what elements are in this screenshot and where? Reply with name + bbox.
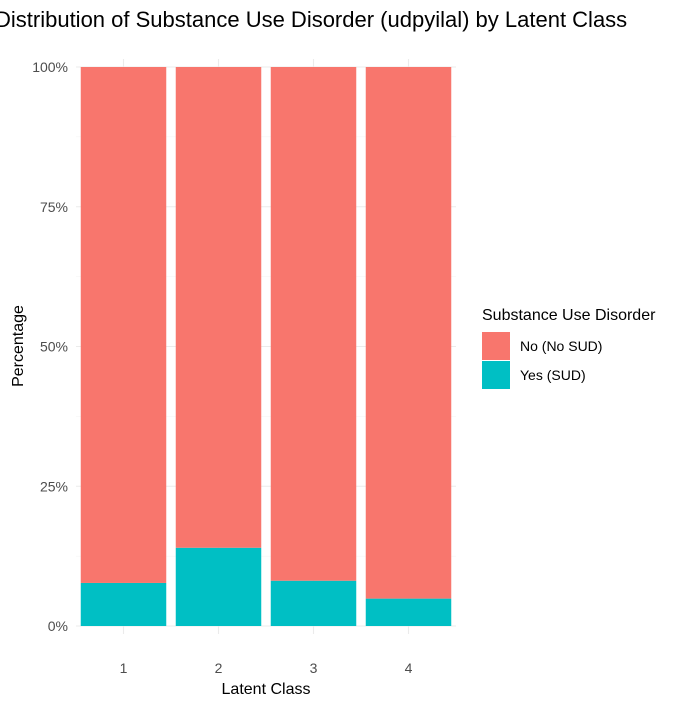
x-axis-title: Latent Class bbox=[222, 681, 311, 698]
y-axis-title: Percentage bbox=[10, 305, 27, 387]
y-tick-label: 0% bbox=[48, 618, 68, 634]
legend: Substance Use Disorder No (No SUD) Yes (S… bbox=[482, 307, 656, 389]
x-tick-label: 3 bbox=[310, 660, 318, 676]
y-axis-ticks: 0% 25% 50% 75% 100% bbox=[32, 59, 68, 634]
y-tick-label: 100% bbox=[32, 59, 68, 75]
legend-title: Substance Use Disorder bbox=[482, 307, 656, 324]
legend-label-yes-sud: Yes (SUD) bbox=[520, 367, 586, 383]
legend-items: No (No SUD) Yes (SUD) bbox=[482, 332, 602, 389]
bar-yes-sud-class-4 bbox=[365, 598, 452, 626]
chart-title: Distribution of Substance Use Disorder (… bbox=[0, 7, 627, 32]
bar-yes-sud-class-1 bbox=[80, 582, 167, 626]
x-axis-ticks: 1 2 3 4 bbox=[120, 660, 413, 676]
y-tick-label: 50% bbox=[40, 339, 68, 355]
bar-no-no-sud-class-3 bbox=[270, 67, 357, 581]
x-tick-label: 1 bbox=[120, 660, 128, 676]
bar-yes-sud-class-2 bbox=[175, 547, 262, 626]
bar-no-no-sud-class-2 bbox=[175, 67, 262, 548]
x-tick-label: 4 bbox=[405, 660, 413, 676]
y-tick-label: 25% bbox=[40, 478, 68, 494]
bar-no-no-sud-class-4 bbox=[365, 67, 452, 599]
bar-no-no-sud-class-1 bbox=[80, 67, 167, 583]
legend-swatch-no-no-sud bbox=[482, 332, 510, 360]
legend-swatch-yes-sud bbox=[482, 361, 510, 389]
y-tick-label: 75% bbox=[40, 199, 68, 215]
x-tick-label: 2 bbox=[215, 660, 223, 676]
bar-yes-sud-class-3 bbox=[270, 580, 357, 626]
legend-label-no-no-sud: No (No SUD) bbox=[520, 338, 602, 354]
bars bbox=[80, 67, 452, 626]
